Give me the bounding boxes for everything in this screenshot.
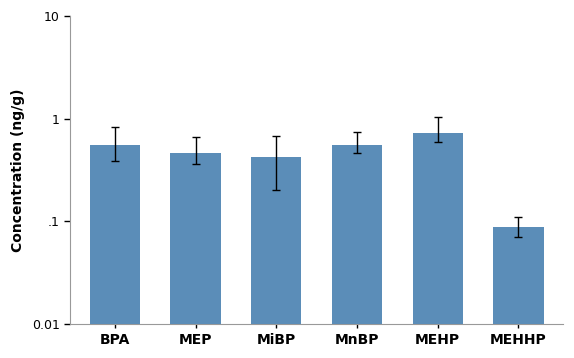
Bar bbox=[494, 227, 544, 358]
Bar bbox=[90, 145, 140, 358]
Bar bbox=[413, 133, 463, 358]
Y-axis label: Concentration (ng/g): Concentration (ng/g) bbox=[11, 88, 25, 252]
Bar bbox=[332, 145, 382, 358]
Bar bbox=[170, 153, 220, 358]
Bar bbox=[251, 158, 301, 358]
